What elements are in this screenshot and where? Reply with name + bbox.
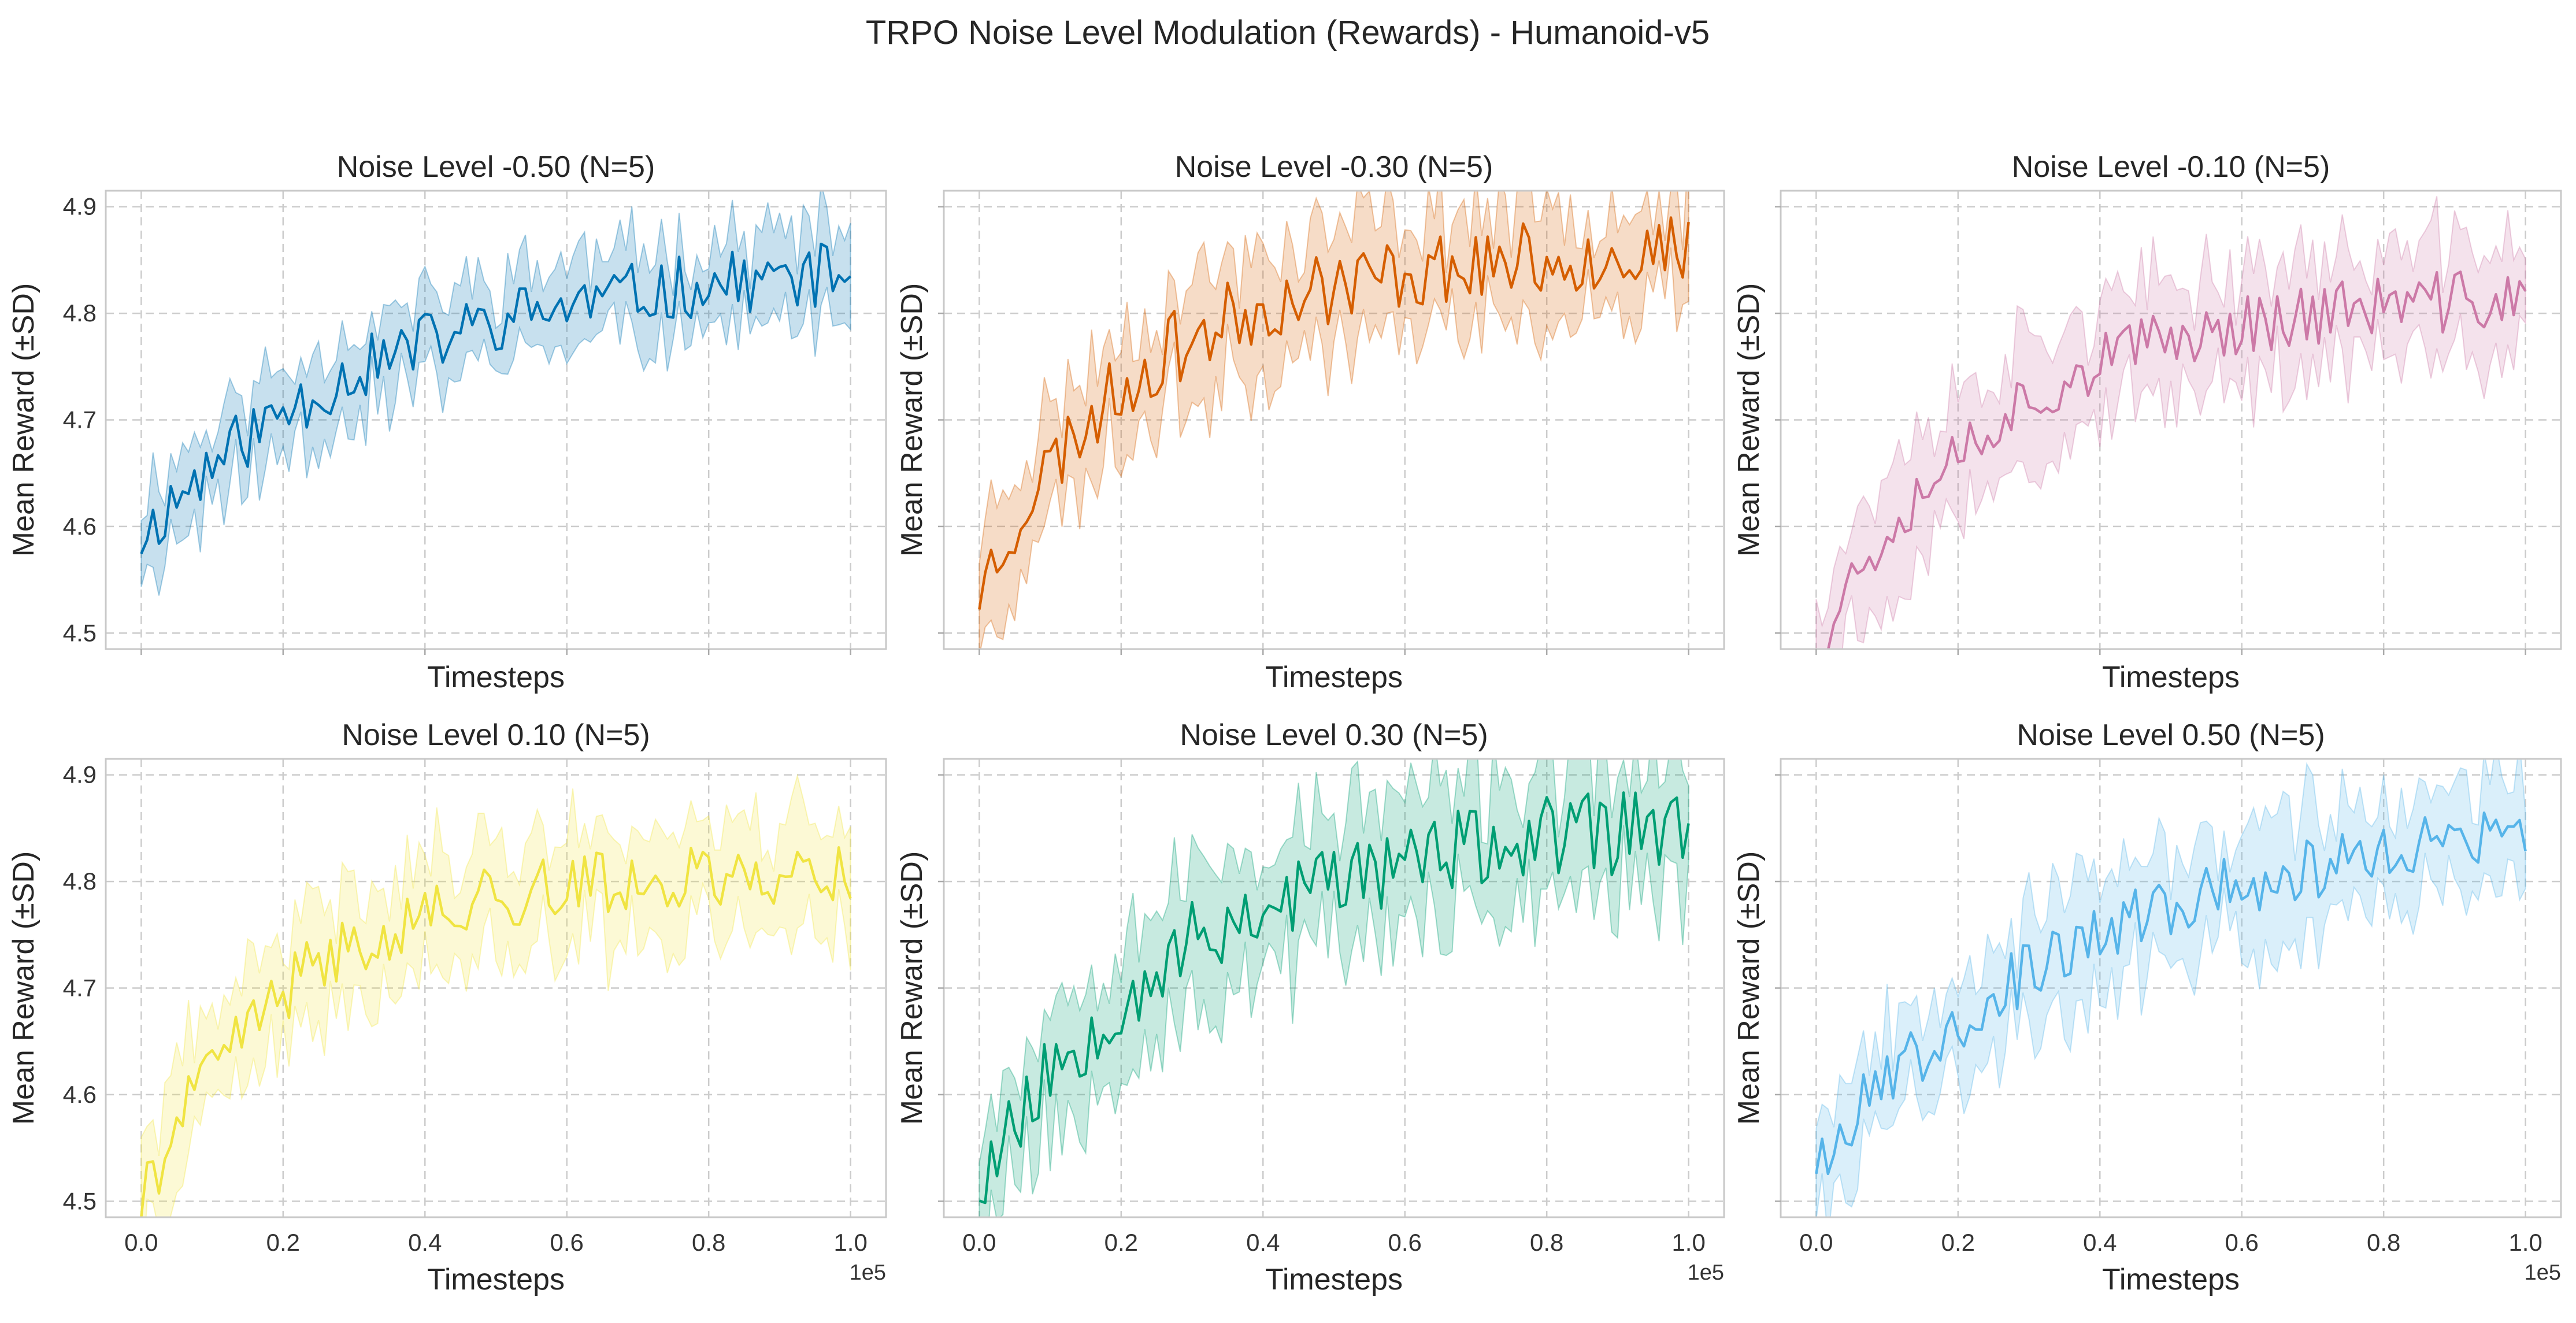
mean-line bbox=[1826, 270, 2527, 649]
subplot-5: 0.0 0.2 0.4 0.6 0.8 1.0 1e5 Noise Level 0.30 (N… bbox=[895, 718, 1725, 1296]
x-tick-label: 1.0 bbox=[833, 1229, 867, 1256]
x-axis-label: Timesteps bbox=[1265, 1263, 1403, 1296]
x-tick-label: 0.8 bbox=[2367, 1229, 2400, 1256]
x-tick-label: 0.6 bbox=[550, 1229, 584, 1256]
plot-area bbox=[140, 191, 852, 596]
x-tick-label: 0.4 bbox=[2083, 1229, 2117, 1256]
x-tick-label: 0.0 bbox=[1799, 1229, 1833, 1256]
y-axis-label: Mean Reward (±SD) bbox=[7, 283, 40, 557]
figure-title: TRPO Noise Level Modulation (Rewards) - … bbox=[866, 14, 1710, 51]
plot-area bbox=[1815, 196, 2527, 649]
sd-band bbox=[978, 759, 1689, 1217]
sd-band bbox=[140, 191, 851, 596]
y-axis-label: Mean Reward (±SD) bbox=[895, 851, 929, 1125]
y-tick-label: 4.9 bbox=[63, 761, 97, 788]
y-axis-label: Mean Reward (±SD) bbox=[1732, 851, 1766, 1125]
mean-line bbox=[978, 216, 1690, 610]
x-tick-label: 0.2 bbox=[1941, 1229, 1975, 1256]
plot-area bbox=[140, 773, 852, 1217]
y-tick-label: 4.7 bbox=[63, 406, 97, 433]
x-tick-label: 0.8 bbox=[692, 1229, 725, 1256]
y-tick-label: 4.5 bbox=[63, 1187, 97, 1214]
x-tick-label: 0.2 bbox=[266, 1229, 300, 1256]
x-tick-label: 0.0 bbox=[962, 1229, 996, 1256]
subplot-3: Noise Level -0.10 (N=5) Timesteps Mean Rew… bbox=[1732, 150, 2562, 694]
plot-frame bbox=[105, 758, 887, 1218]
subplot-title: Noise Level 0.30 (N=5) bbox=[1180, 718, 1488, 752]
x-tick-label: 1.0 bbox=[1671, 1229, 1705, 1256]
y-axis-label: Mean Reward (±SD) bbox=[1732, 283, 1766, 557]
y-tick-label: 4.5 bbox=[63, 619, 97, 646]
subplot-title: Noise Level 0.10 (N=5) bbox=[342, 718, 650, 752]
x-axis-label: Timesteps bbox=[427, 1263, 565, 1296]
subplot-title: Noise Level -0.30 (N=5) bbox=[1175, 150, 1493, 184]
subplot-6: 0.0 0.2 0.4 0.6 0.8 1.0 1e5 Noise Level 0.50 (N… bbox=[1732, 718, 2562, 1296]
y-tick-label: 4.8 bbox=[63, 868, 97, 895]
x-axis-label: Timesteps bbox=[2102, 1263, 2240, 1296]
x-tick-label: 0.8 bbox=[1530, 1229, 1563, 1256]
subplot-title: Noise Level -0.50 (N=5) bbox=[337, 150, 655, 184]
x-axis-label: Timesteps bbox=[2102, 661, 2240, 694]
plot-area bbox=[978, 191, 1690, 649]
subplot-title: Noise Level -0.10 (N=5) bbox=[2012, 150, 2330, 184]
x-offset-label: 1e5 bbox=[2525, 1261, 2561, 1285]
y-tick-label: 4.7 bbox=[63, 974, 97, 1002]
x-tick-label: 0.2 bbox=[1104, 1229, 1138, 1256]
x-tick-label: 0.4 bbox=[408, 1229, 442, 1256]
subplot-grid: 4.5 4.6 4.7 4.8 4.9 Noise Level -0.50 (N=5) Ti… bbox=[7, 150, 2562, 1296]
subplot-4: 4.5 4.6 4.7 4.8 4.9 0.0 0.2 0.4 0.6 0.8 1.0 1e5 Nois… bbox=[7, 718, 887, 1296]
x-tick-label: 0.0 bbox=[124, 1229, 158, 1256]
y-tick-label: 4.6 bbox=[63, 1081, 97, 1108]
mean-line bbox=[140, 846, 852, 1217]
x-axis-label: Timesteps bbox=[1265, 661, 1403, 694]
sd-band bbox=[140, 773, 851, 1217]
sd-band bbox=[1815, 196, 2526, 649]
mean-line bbox=[1815, 811, 2527, 1176]
y-tick-label: 4.6 bbox=[63, 513, 97, 540]
y-tick-label: 4.8 bbox=[63, 299, 97, 327]
subplot-1: 4.5 4.6 4.7 4.8 4.9 Noise Level -0.50 (N=5) Ti… bbox=[7, 150, 887, 694]
x-tick-label: 0.6 bbox=[2225, 1229, 2259, 1256]
mean-line bbox=[140, 242, 852, 554]
x-offset-label: 1e5 bbox=[1688, 1261, 1724, 1285]
sd-band bbox=[978, 191, 1689, 649]
x-tick-label: 0.6 bbox=[1388, 1229, 1422, 1256]
subplot-2: Noise Level -0.30 (N=5) Timesteps Mean Rew… bbox=[895, 150, 1725, 694]
x-tick-label: 0.4 bbox=[1246, 1229, 1280, 1256]
sd-band bbox=[1815, 759, 2526, 1217]
plot-area bbox=[978, 759, 1690, 1217]
plot-frame bbox=[105, 190, 887, 650]
x-axis-label: Timesteps bbox=[427, 661, 565, 694]
y-tick-label: 4.9 bbox=[63, 193, 97, 220]
y-axis-label: Mean Reward (±SD) bbox=[895, 283, 929, 557]
x-tick-label: 1.0 bbox=[2508, 1229, 2542, 1256]
subplot-title: Noise Level 0.50 (N=5) bbox=[2017, 718, 2325, 752]
plot-area bbox=[1815, 759, 2527, 1217]
y-axis-label: Mean Reward (±SD) bbox=[7, 851, 40, 1125]
x-offset-label: 1e5 bbox=[850, 1261, 886, 1285]
mean-line bbox=[978, 791, 1690, 1205]
